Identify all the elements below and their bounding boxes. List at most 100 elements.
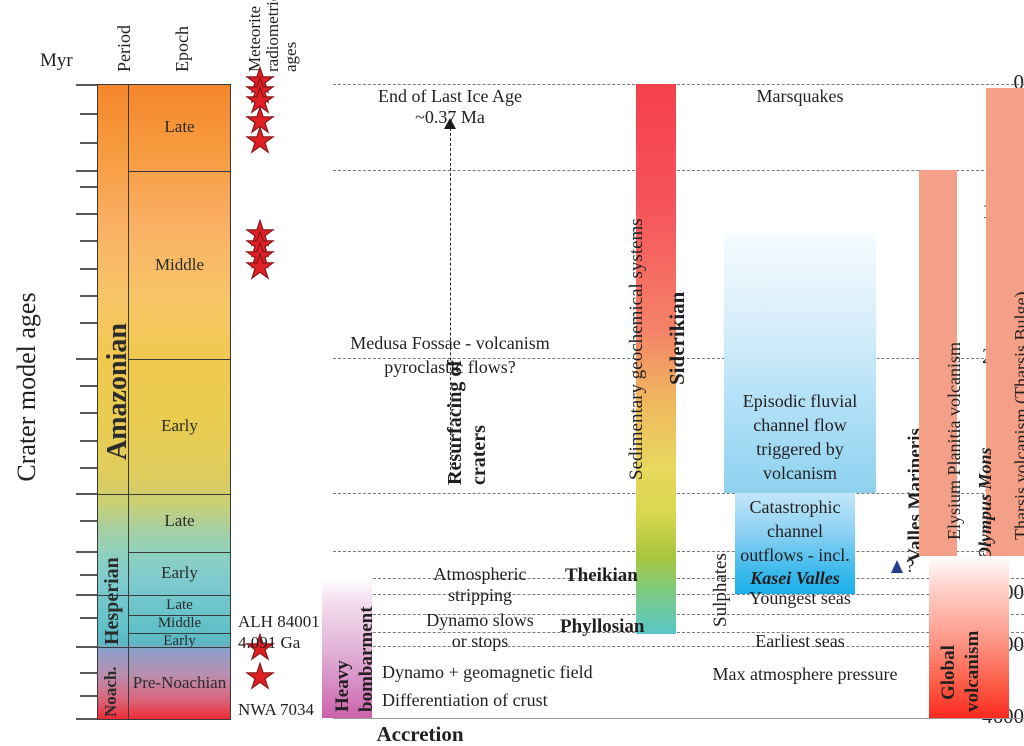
sedimentary-epoch-label-siderikian: Siderikian (665, 291, 689, 385)
annotation-dynamo-line1: Dynamo slows (426, 610, 534, 630)
sedimentary-epoch-label-theikian: Theikian (565, 565, 638, 586)
bar-global-volcanism (929, 556, 1009, 718)
axis-tick-minor (80, 295, 98, 297)
axis-tick-label-0: 0 (1013, 70, 1024, 94)
bar-label-catastrophic-line1: Catastrophic (749, 497, 841, 517)
label-accretion: Accretion (376, 722, 464, 746)
bar-label-catastrophic-line3: outflows - incl. (740, 545, 850, 565)
epoch-divider (129, 633, 230, 634)
baseline-rule (333, 718, 1024, 719)
axis-tick-major (76, 594, 98, 596)
annotation-ice-age-line1: End of Last Ice Age (378, 86, 522, 106)
annotation-medusa-fossae-line1: Medusa Fossae - volcanism (350, 333, 550, 353)
gridline-3700 (333, 594, 1024, 595)
period-subcolumn (98, 85, 129, 719)
bar-elysium-planitia-volcanism (919, 170, 957, 556)
period-label-amazonian: Amazonian (102, 323, 133, 460)
gridline-3400 (333, 551, 1024, 552)
axis-tick-major (76, 170, 98, 172)
axis-tick-major (76, 493, 98, 495)
column-header-meteorite-line2: radiometric (263, 0, 282, 72)
axis-tick-minor (80, 467, 98, 469)
valles-marineris-arrow-icon (891, 560, 903, 573)
epoch-label-hesperian-early: Early (161, 563, 198, 582)
epoch-divider (129, 615, 230, 616)
geologic-timescale-column: Late Middle Early Late Early Late Middle… (97, 84, 231, 720)
axis-tick-minor (80, 385, 98, 387)
units-label: Myr (40, 50, 73, 71)
annotation-resurfacing-line1: Resurfacing of (444, 360, 466, 485)
column-header-epoch: Epoch (172, 26, 192, 72)
axis-tick-minor (80, 695, 98, 697)
gridline-4100 (333, 646, 1024, 647)
axis-tick-minor (80, 412, 98, 414)
bar-label-episodic-fluvial-line3: triggered by (756, 439, 844, 459)
annotation-earliest-seas: Earliest seas (755, 631, 845, 651)
label-olympus-mons: Olympus Mons (975, 447, 995, 560)
bar-label-heavy-bombardment-line1: Heavy (332, 660, 353, 712)
bar-label-elysium-planitia: Elysium Planitia volcanism (944, 342, 964, 540)
epoch-label-amazonian-early: Early (161, 416, 198, 435)
epoch-label-noachian-late: Late (166, 597, 193, 613)
bar-tharsis-volcanism (986, 88, 1024, 556)
annotation-dynamo-line2: or stops (451, 631, 509, 651)
epoch-label-amazonian-middle: Middle (154, 255, 205, 274)
bar-catastrophic-channel-outflows (735, 493, 855, 594)
bar-label-heavy-bombardment-line2: bombarment (356, 606, 377, 712)
axis-tick-major (76, 84, 98, 86)
column-header-period: Period (114, 25, 134, 72)
axis-tick-minor (80, 322, 98, 324)
epoch-label-amazonian-late: Late (164, 117, 195, 136)
column-header-sedimentary-systems: Sedimentary geochemical systems (626, 218, 647, 480)
sedimentary-epoch-label-phyllosian: Phyllosian (560, 616, 645, 637)
meteorite-label-alh84001-name: ALH 84001 (238, 612, 320, 631)
bar-label-episodic-fluvial-line2: channel flow (753, 415, 847, 435)
epoch-label-pre-noachian: Pre-Noachian (132, 673, 227, 692)
bar-label-episodic-fluvial-line1: Episodic fluvial (742, 391, 858, 411)
gridline-3000 (333, 493, 1024, 494)
axis-tick-minor (80, 672, 98, 674)
bar-episodic-fluvial-channel-flow (724, 233, 876, 493)
gridline-3950 (333, 632, 1024, 633)
epoch-label-hesperian-late: Late (164, 511, 195, 530)
meteorite-label-alh84001-age: 4.091 Ga (238, 633, 301, 652)
epoch-divider (129, 359, 230, 360)
annotation-max-atmosphere-pressure: Max atmosphere pressure (712, 664, 898, 684)
period-label-hesperian: Hesperian (101, 557, 123, 645)
bar-label-tharsis-volcanism: Tharsis volcanism (Tharsis Bulge) (1011, 291, 1024, 540)
bar-label-global-volcanism-line2: volcanism (962, 630, 983, 712)
axis-tick-minor (80, 240, 98, 242)
annotation-atmospheric-line1: Atmospheric (433, 564, 527, 584)
leader-arrow-icon (444, 118, 456, 129)
axis-tick-major (76, 718, 98, 720)
gridline-3800 (333, 614, 1024, 615)
bar-sedimentary-geochemical-systems (636, 84, 676, 634)
axis-tick-major (76, 551, 98, 553)
column-header-meteorite-line3: ages (281, 41, 300, 72)
annotation-marsquakes: Marsquakes (756, 86, 844, 106)
gridline-2000 (333, 358, 1024, 359)
epoch-label-noachian-early: Early (163, 633, 196, 649)
gridline-3600 (333, 578, 1024, 579)
period-label-noachian: Noach. (101, 666, 120, 717)
epoch-label-noachian-middle: Middle (157, 615, 202, 631)
gridline-0 (333, 84, 1024, 85)
annotation-youngest-seas: Youngest seas (749, 588, 851, 608)
epoch-divider (129, 552, 230, 553)
bar-label-kasei-valles: Kasei Valles (750, 568, 840, 588)
gridline-600 (333, 170, 1024, 171)
period-divider (98, 494, 230, 495)
meteorite-label-nwa7034: NWA 7034 (238, 700, 315, 719)
axis-tick-minor (80, 440, 98, 442)
axis-tick-minor (80, 186, 98, 188)
axis-tick-minor (80, 113, 98, 115)
annotation-dynamo-geomagnetic-field: Dynamo + geomagnetic field (382, 662, 593, 682)
annotation-atmospheric-line2: stripping (447, 585, 512, 605)
period-divider (98, 595, 230, 596)
bar-label-catastrophic-line2: channel (767, 521, 823, 541)
axis-tick-minor (80, 574, 98, 576)
bar-heavy-bombardment (322, 578, 372, 718)
annotation-ice-age-line2: ~0.37 Ma (415, 107, 485, 127)
period-divider (98, 647, 230, 648)
